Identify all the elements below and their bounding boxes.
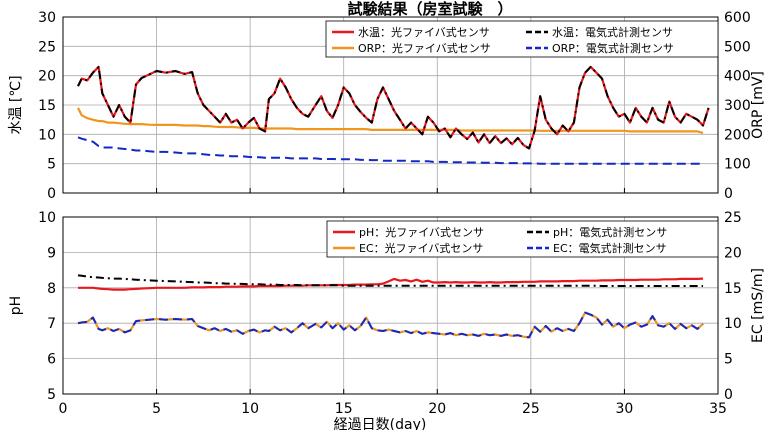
y-tick-label: 0 (47, 186, 56, 202)
y2-tick-label: 15 (724, 281, 742, 297)
series-line (77, 311, 704, 339)
y2-tick-label: 0 (724, 186, 733, 202)
x-tick-label: 5 (152, 401, 161, 417)
x-tick-label: 20 (428, 401, 446, 417)
y2-tick-label: 100 (724, 157, 751, 173)
x-tick-label: 30 (616, 401, 634, 417)
x-tick-label: 25 (522, 401, 540, 417)
x-tick-label: 0 (59, 401, 68, 417)
y-tick-label: 10 (38, 210, 56, 226)
plot-frame (62, 216, 719, 395)
series-line (77, 274, 703, 287)
series-line (77, 107, 704, 134)
legend-box (326, 220, 719, 258)
y-tick-label: 8 (47, 281, 56, 297)
y-tick-label: 30 (38, 10, 56, 26)
y-tick-label: 5 (47, 387, 56, 403)
chart-title: 試験結果（房室試験 ） (347, 0, 512, 18)
y2-tick-label: 500 (724, 39, 751, 55)
legend-box (325, 20, 719, 58)
y2-tick-label: 20 (724, 245, 742, 261)
legend-label: ORP：電気式計測センサ (552, 41, 674, 55)
series-line (78, 277, 704, 291)
y-tick-label: 25 (38, 39, 56, 55)
y2-tick-label: 300 (724, 98, 751, 114)
legend-label: pH：光ファイバ式センサ (359, 225, 484, 239)
y-axis-label: 水温 [℃] (8, 75, 24, 134)
y-tick-label: 20 (38, 69, 56, 85)
y2-tick-label: 400 (724, 69, 751, 85)
plot-frame (62, 16, 719, 194)
x-tick-label: 15 (335, 401, 353, 417)
y-tick-label: 10 (38, 127, 56, 143)
legend-label: 水温：光ファイバ式センサ (358, 25, 490, 39)
y2-tick-label: 10 (724, 316, 742, 332)
y2-axis-label: EC [mS/m] (750, 268, 766, 343)
legend-label: 水温：電気式計測センサ (552, 25, 673, 39)
y-axis-label: pH (8, 296, 24, 315)
legend-label: EC：電気式計測センサ (553, 241, 667, 255)
legend-label: pH：電気式計測センサ (553, 225, 667, 239)
legend-label: EC：光ファイバ式センサ (359, 241, 483, 255)
y2-tick-label: 600 (724, 10, 751, 26)
y2-axis-label: ORP [mV] (750, 71, 766, 139)
y-tick-label: 7 (47, 316, 56, 332)
x-tick-label: 10 (241, 401, 259, 417)
x-tick-label: 35 (709, 401, 727, 417)
y2-tick-label: 25 (724, 210, 742, 226)
x-axis-label: 経過日数(day) (334, 417, 427, 430)
y2-tick-label: 0 (724, 387, 733, 403)
y-tick-label: 9 (47, 245, 56, 261)
y2-tick-label: 200 (724, 127, 751, 143)
series-line (77, 136, 703, 165)
series-line (77, 65, 710, 150)
y-tick-label: 5 (47, 157, 56, 173)
y2-tick-label: 5 (724, 352, 733, 368)
legend-label: ORP：光ファイバ式センサ (358, 41, 491, 55)
y-tick-label: 15 (38, 98, 56, 114)
y-tick-label: 6 (47, 352, 56, 368)
